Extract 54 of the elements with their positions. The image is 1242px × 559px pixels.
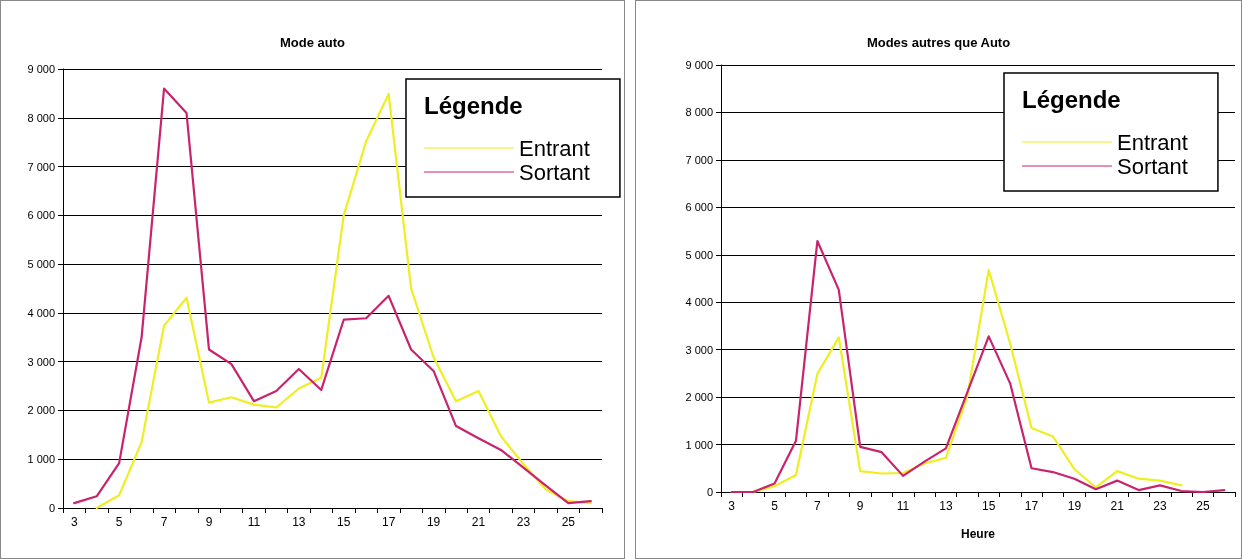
y-tick-label: 5 000 <box>685 248 713 261</box>
x-tick-label: 25 <box>1196 499 1210 513</box>
legend-label: Sortant <box>519 159 590 185</box>
y-tick-label: 3 000 <box>685 343 713 356</box>
legend-title: Légende <box>1022 85 1121 113</box>
x-tick-label: 13 <box>939 499 953 513</box>
x-tick-label: 21 <box>471 515 486 529</box>
y-tick-label: 3 000 <box>27 355 55 368</box>
x-tick-label: 19 <box>1067 499 1082 513</box>
x-tick-label: 19 <box>426 515 441 529</box>
x-tick-label: 5 <box>771 499 779 513</box>
x-axis-title: Heure <box>960 527 996 541</box>
y-tick-label: 5 000 <box>27 258 55 271</box>
x-tick-label: 23 <box>516 515 531 529</box>
x-tick-label: 15 <box>982 499 996 513</box>
x-tick-label: 11 <box>247 515 261 529</box>
y-tick-label: 9 000 <box>685 59 713 71</box>
y-tick-label: 0 <box>706 486 713 498</box>
legend-title: Légende <box>424 91 523 119</box>
x-tick-label: 7 <box>814 499 822 513</box>
legend-label: Sortant <box>1117 153 1188 179</box>
y-tick-label: 1 000 <box>685 438 713 451</box>
line-series <box>730 239 1226 494</box>
x-tick-label: 17 <box>1024 499 1039 513</box>
y-tick-label: 6 000 <box>685 201 713 214</box>
chart-title: Modes autres que Auto <box>866 35 1011 50</box>
x-tick-label: 9 <box>205 515 213 529</box>
y-tick-label: 7 000 <box>685 153 713 166</box>
y-tick-label: 4 000 <box>27 306 55 319</box>
legend-label: Entrant <box>519 135 590 161</box>
x-tick-label: 3 <box>728 499 736 513</box>
y-tick-label: 7 000 <box>27 160 55 173</box>
y-tick-label: 9 000 <box>27 63 55 75</box>
x-tick-label: 13 <box>292 515 306 529</box>
y-tick-label: 4 000 <box>685 296 713 309</box>
x-tick-label: 5 <box>115 515 123 529</box>
x-tick-label: 21 <box>1110 499 1125 513</box>
x-tick-label: 9 <box>856 499 864 513</box>
y-tick-label: 8 000 <box>27 111 55 124</box>
x-tick-label: 17 <box>381 515 396 529</box>
y-tick-label: 8 000 <box>685 106 713 119</box>
x-tick-label: 7 <box>160 515 168 529</box>
x-tick-label: 25 <box>561 515 576 529</box>
legend-label: Entrant <box>1117 129 1188 155</box>
x-tick-label: 23 <box>1153 499 1168 513</box>
chart-title: Mode auto <box>280 35 346 50</box>
y-tick-label: 6 000 <box>27 209 55 222</box>
y-tick-label: 0 <box>48 502 55 514</box>
y-tick-label: 2 000 <box>27 404 55 417</box>
x-tick-label: 3 <box>70 515 78 529</box>
x-tick-label: 15 <box>337 515 351 529</box>
y-tick-label: 2 000 <box>685 391 713 404</box>
x-tick-label: 11 <box>896 499 910 513</box>
y-tick-label: 1 000 <box>27 453 55 466</box>
